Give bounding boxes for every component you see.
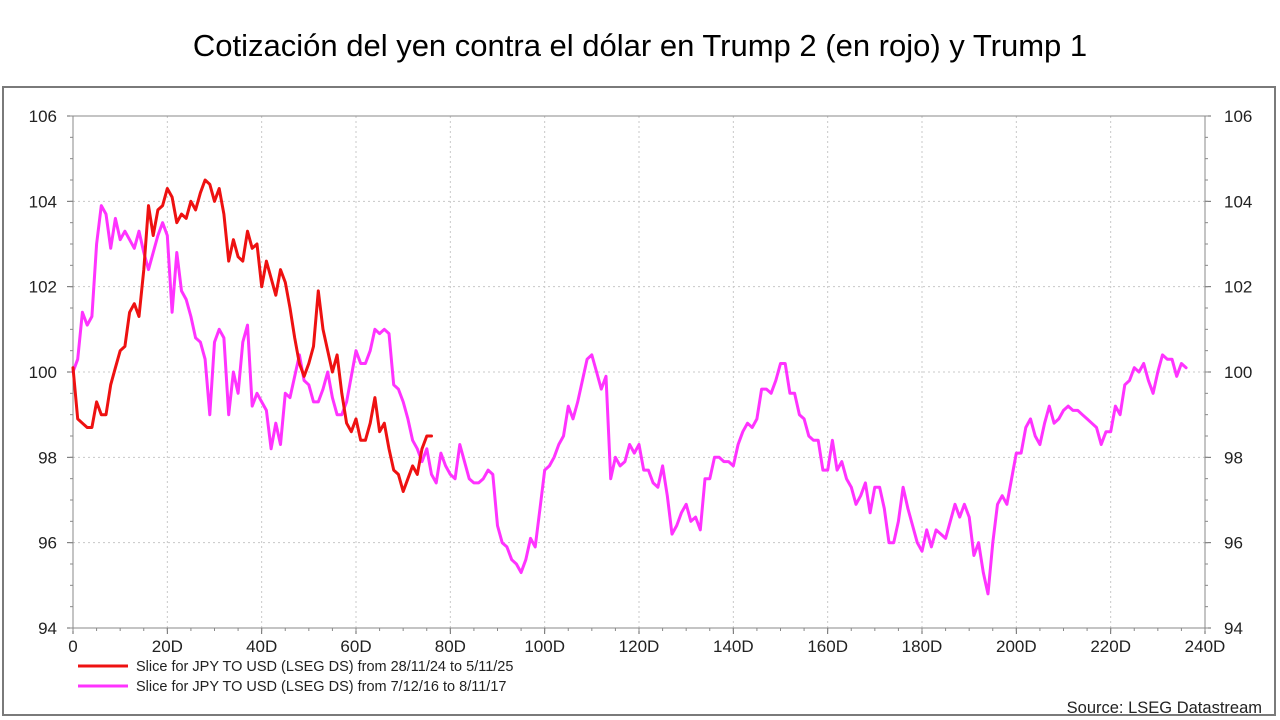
- y-tick-label-left: 100: [29, 363, 57, 382]
- legend-label-series-1: Slice for JPY TO USD (LSEG DS) from 28/1…: [136, 659, 513, 675]
- x-tick-label: 80D: [435, 637, 466, 656]
- source-note: Source: LSEG Datastream: [1067, 699, 1262, 717]
- x-tick-label: 180D: [902, 637, 943, 656]
- y-tick-label-right: 96: [1224, 534, 1243, 553]
- x-tick-label: 240D: [1185, 637, 1226, 656]
- x-tick-label: 160D: [807, 637, 848, 656]
- x-tick-label: 0: [68, 637, 77, 656]
- x-tick-label: 20D: [152, 637, 183, 656]
- series-layer: [71, 178, 1188, 596]
- y-tick-label-left: 104: [29, 192, 57, 211]
- page-title: Cotización del yen contra el dólar en Tr…: [192, 28, 1088, 63]
- y-tick-label-left: 96: [38, 534, 57, 553]
- x-tick-label: 200D: [996, 637, 1037, 656]
- x-tick-label: 100D: [524, 637, 565, 656]
- y-tick-label-left: 94: [38, 619, 57, 638]
- chart-axes: 94 94 96 96 98 98 100 100 102 102 104 104 106 106 0 20D…: [29, 107, 1253, 656]
- grid-lines: [73, 116, 1205, 628]
- x-tick-label: 140D: [713, 637, 754, 656]
- legend: Slice for JPY TO USD (LSEG DS) from 28/1…: [78, 659, 513, 695]
- y-tick-label-right: 102: [1224, 278, 1252, 297]
- series-line-2: [71, 204, 1188, 596]
- y-tick-label-right: 94: [1224, 619, 1243, 638]
- y-tick-label-left: 102: [29, 278, 57, 297]
- y-tick-label-right: 106: [1224, 107, 1252, 126]
- x-tick-label: 120D: [619, 637, 660, 656]
- x-tick-label: 40D: [246, 637, 277, 656]
- y-tick-label-right: 104: [1224, 192, 1252, 211]
- x-tick-label: 60D: [340, 637, 371, 656]
- series-line-1: [71, 178, 433, 493]
- y-tick-label-left: 98: [38, 448, 57, 467]
- y-tick-label-right: 98: [1224, 448, 1243, 467]
- legend-label-series-2: Slice for JPY TO USD (LSEG DS) from 7/12…: [136, 679, 506, 695]
- y-tick-label-left: 106: [29, 107, 57, 126]
- x-tick-label: 220D: [1090, 637, 1131, 656]
- y-tick-label-right: 100: [1224, 363, 1252, 382]
